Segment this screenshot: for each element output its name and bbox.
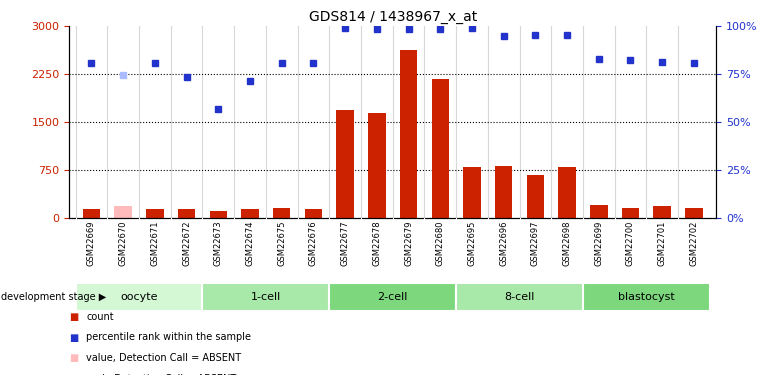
Bar <box>305 209 322 218</box>
Text: GSM22675: GSM22675 <box>277 221 286 266</box>
Bar <box>590 205 608 218</box>
Text: oocyte: oocyte <box>120 292 158 302</box>
Text: 8-cell: 8-cell <box>504 292 534 302</box>
Bar <box>83 209 100 218</box>
Text: GSM22673: GSM22673 <box>214 221 223 266</box>
Text: GSM22699: GSM22699 <box>594 221 603 266</box>
Text: GSM22695: GSM22695 <box>467 221 477 266</box>
Text: GSM22678: GSM22678 <box>373 221 381 266</box>
Text: development stage ▶: development stage ▶ <box>1 292 106 302</box>
Text: GSM22677: GSM22677 <box>340 221 350 266</box>
Bar <box>654 206 671 218</box>
Bar <box>209 211 227 217</box>
Text: GSM22702: GSM22702 <box>689 221 698 266</box>
Bar <box>368 113 386 218</box>
Bar <box>622 208 639 218</box>
Text: blastocyst: blastocyst <box>618 292 675 302</box>
Bar <box>456 283 583 311</box>
Bar <box>431 79 449 218</box>
Text: GSM22700: GSM22700 <box>626 221 635 266</box>
Bar <box>685 208 703 218</box>
Text: value, Detection Call = ABSENT: value, Detection Call = ABSENT <box>86 353 241 363</box>
Text: percentile rank within the sample: percentile rank within the sample <box>86 333 251 342</box>
Text: ■: ■ <box>69 353 79 363</box>
Text: 2-cell: 2-cell <box>377 292 408 302</box>
Bar <box>203 283 330 311</box>
Bar <box>464 167 480 217</box>
Text: GSM22672: GSM22672 <box>182 221 191 266</box>
Bar <box>336 110 354 218</box>
Bar <box>241 209 259 218</box>
Text: ■: ■ <box>69 374 79 375</box>
Text: GSM22680: GSM22680 <box>436 221 445 266</box>
Text: ■: ■ <box>69 312 79 322</box>
Text: GSM22669: GSM22669 <box>87 221 96 266</box>
Text: GSM22671: GSM22671 <box>150 221 159 266</box>
Text: GSM22676: GSM22676 <box>309 221 318 266</box>
Text: count: count <box>86 312 114 322</box>
Bar <box>146 209 164 218</box>
Bar <box>527 175 544 217</box>
Title: GDS814 / 1438967_x_at: GDS814 / 1438967_x_at <box>309 10 477 24</box>
Bar <box>583 283 710 311</box>
Text: rank, Detection Call = ABSENT: rank, Detection Call = ABSENT <box>86 374 236 375</box>
Text: 1-cell: 1-cell <box>251 292 281 302</box>
Text: GSM22697: GSM22697 <box>531 221 540 266</box>
Bar <box>558 167 576 217</box>
Bar <box>400 51 417 217</box>
Bar <box>115 206 132 218</box>
Text: GSM22679: GSM22679 <box>404 221 413 266</box>
Text: GSM22701: GSM22701 <box>658 221 667 266</box>
Text: GSM22674: GSM22674 <box>246 221 255 266</box>
Text: ■: ■ <box>69 333 79 342</box>
Bar <box>178 209 196 218</box>
Text: GSM22696: GSM22696 <box>499 221 508 266</box>
Text: GSM22670: GSM22670 <box>119 221 128 266</box>
Bar <box>495 166 512 218</box>
Bar <box>273 208 290 218</box>
Bar <box>75 283 203 311</box>
Text: GSM22698: GSM22698 <box>563 221 571 266</box>
Bar <box>330 283 456 311</box>
